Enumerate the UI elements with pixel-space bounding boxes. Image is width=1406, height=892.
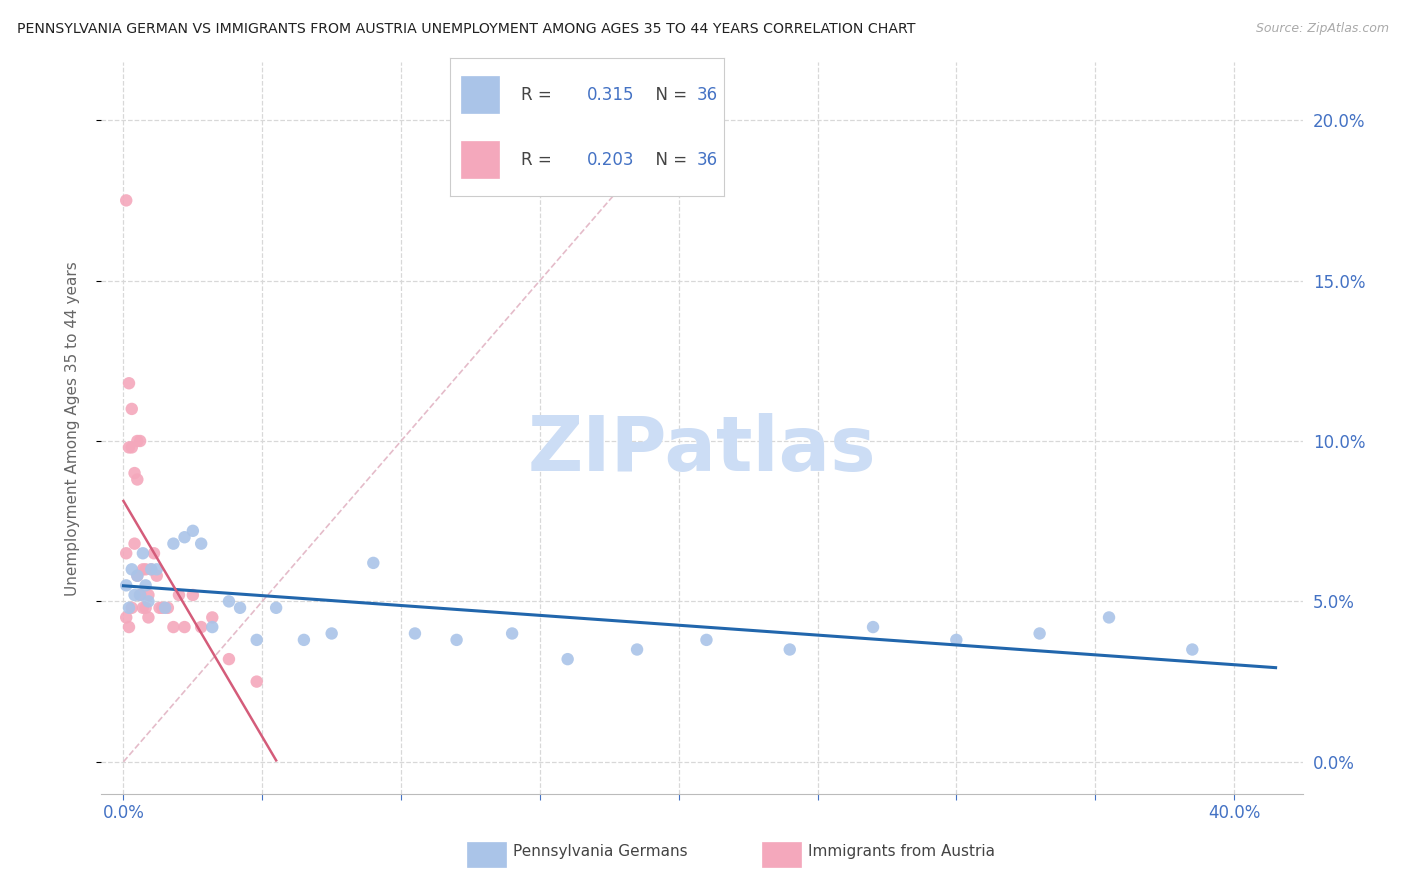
Point	[115, 194, 138, 208]
Point	[1028, 626, 1050, 640]
Point	[229, 600, 252, 615]
Point	[135, 578, 157, 592]
Point	[124, 536, 146, 550]
Text: PENNSYLVANIA GERMAN VS IMMIGRANTS FROM AUSTRIA UNEMPLOYMENT AMONG AGES 35 TO 44 : PENNSYLVANIA GERMAN VS IMMIGRANTS FROM A…	[17, 22, 915, 37]
Point	[190, 620, 212, 634]
Point	[141, 562, 163, 576]
Point	[121, 401, 143, 416]
Point	[118, 441, 141, 455]
Point	[153, 600, 176, 615]
Text: N =: N =	[644, 86, 692, 103]
Point	[129, 588, 152, 602]
Point	[135, 600, 157, 615]
Point	[945, 632, 967, 647]
Point	[626, 642, 648, 657]
Point	[127, 568, 149, 582]
Text: ZIPatlas: ZIPatlas	[529, 413, 876, 487]
Point	[557, 652, 579, 666]
Point	[127, 473, 149, 487]
Point	[201, 610, 224, 624]
Point	[173, 530, 195, 544]
Point	[501, 626, 523, 640]
Point	[404, 626, 426, 640]
Point	[264, 600, 287, 615]
Point	[129, 588, 152, 602]
Point	[118, 620, 141, 634]
Point	[156, 600, 179, 615]
Point	[138, 594, 160, 608]
Point	[167, 588, 190, 602]
Text: R =: R =	[522, 86, 557, 103]
FancyBboxPatch shape	[461, 141, 499, 178]
Text: 36: 36	[697, 86, 718, 103]
Point	[127, 434, 149, 448]
Point	[173, 620, 195, 634]
Point	[132, 562, 155, 576]
Point	[779, 642, 801, 657]
Point	[446, 632, 468, 647]
Point	[150, 600, 173, 615]
Point	[321, 626, 343, 640]
Point	[218, 652, 240, 666]
Point	[190, 536, 212, 550]
Point	[132, 600, 155, 615]
Text: Pennsylvania Germans: Pennsylvania Germans	[513, 845, 688, 859]
Text: Immigrants from Austria: Immigrants from Austria	[808, 845, 995, 859]
Text: R =: R =	[522, 151, 557, 169]
Point	[181, 524, 204, 538]
Point	[129, 434, 152, 448]
Point	[1098, 610, 1121, 624]
Point	[141, 562, 163, 576]
Point	[118, 376, 141, 391]
Point	[246, 674, 269, 689]
Point	[124, 588, 146, 602]
Point	[138, 588, 160, 602]
Point	[218, 594, 240, 608]
Point	[162, 620, 184, 634]
Text: 0.203: 0.203	[588, 151, 634, 169]
Point	[118, 600, 141, 615]
Y-axis label: Unemployment Among Ages 35 to 44 years: Unemployment Among Ages 35 to 44 years	[66, 260, 80, 596]
Point	[135, 562, 157, 576]
Point	[115, 578, 138, 592]
Point	[143, 546, 166, 560]
Point	[363, 556, 385, 570]
Point	[148, 600, 170, 615]
Point	[292, 632, 315, 647]
Point	[201, 620, 224, 634]
Point	[115, 610, 138, 624]
Text: 36: 36	[697, 151, 718, 169]
Text: N =: N =	[644, 151, 692, 169]
Point	[124, 466, 146, 480]
Point	[145, 568, 167, 582]
Point	[121, 600, 143, 615]
Point	[862, 620, 884, 634]
Text: 0.315: 0.315	[588, 86, 634, 103]
Point	[115, 546, 138, 560]
FancyBboxPatch shape	[461, 76, 499, 113]
Point	[695, 632, 717, 647]
Point	[1181, 642, 1204, 657]
Point	[121, 562, 143, 576]
Point	[127, 568, 149, 582]
Point	[162, 536, 184, 550]
Text: Source: ZipAtlas.com: Source: ZipAtlas.com	[1256, 22, 1389, 36]
Point	[181, 588, 204, 602]
Point	[132, 546, 155, 560]
Point	[121, 441, 143, 455]
Point	[138, 610, 160, 624]
Point	[246, 632, 269, 647]
Point	[145, 562, 167, 576]
